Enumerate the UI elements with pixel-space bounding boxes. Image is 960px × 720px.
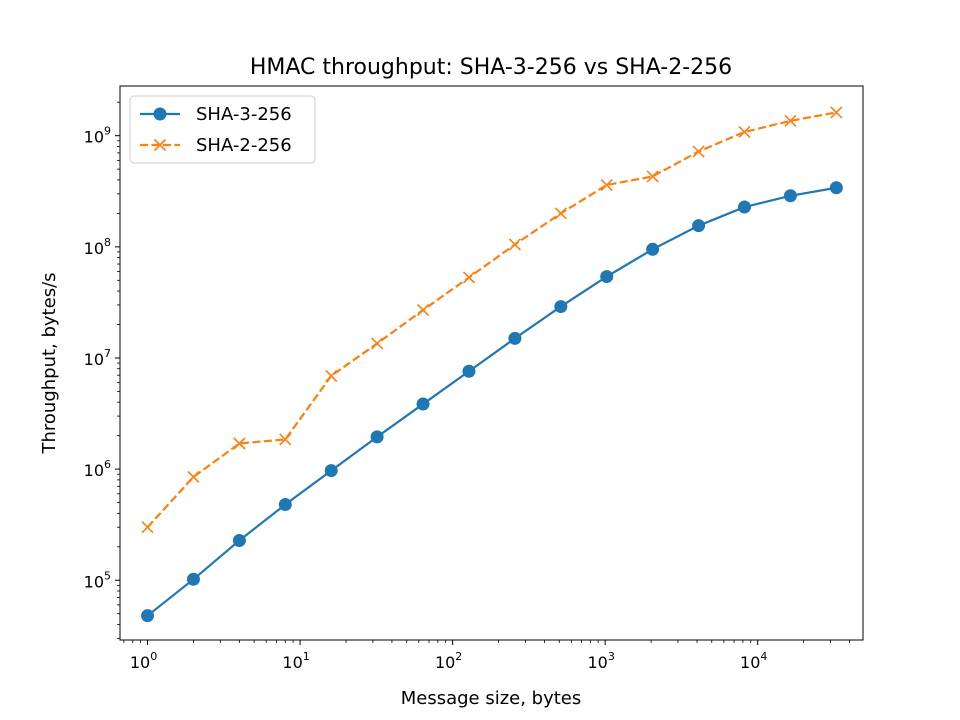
y-axis: 105 106 107 108 109 bbox=[84, 101, 120, 639]
data-point-sha-3-256 bbox=[462, 364, 476, 378]
y-tick-label: 107 bbox=[84, 347, 111, 369]
data-point-sha-3-256 bbox=[738, 200, 752, 214]
data-point-sha-3-256 bbox=[554, 300, 568, 314]
x-axis: 100 101 102 103 104 bbox=[123, 640, 850, 672]
data-point-sha-2-256 bbox=[416, 303, 430, 317]
data-point-sha-2-256 bbox=[325, 369, 338, 382]
plot-lines bbox=[146, 111, 837, 617]
series-line-sha-2-256 bbox=[146, 111, 837, 528]
data-point-sha-2-256 bbox=[279, 433, 292, 446]
data-point-sha-3-256 bbox=[692, 219, 706, 233]
data-point-sha-3-256 bbox=[141, 609, 155, 623]
data-point-sha-2-256 bbox=[233, 437, 246, 450]
data-point-sha-3-256 bbox=[324, 464, 338, 478]
data-point-sha-2-256 bbox=[187, 470, 200, 484]
y-tick-label: 105 bbox=[84, 569, 111, 591]
x-tick-label: 102 bbox=[435, 650, 462, 672]
y-axis-label: Throughput, bytes/s bbox=[39, 272, 60, 454]
legend-label-sha-3-256: SHA-3-256 bbox=[196, 104, 292, 125]
data-point-sha-2-256 bbox=[462, 271, 476, 284]
data-point-sha-3-256 bbox=[370, 430, 384, 444]
data-point-sha-3-256 bbox=[783, 189, 797, 203]
legend-label-sha-2-256: SHA-2-256 bbox=[196, 135, 292, 156]
plot-markers bbox=[141, 106, 843, 623]
data-point-sha-3-256 bbox=[646, 242, 660, 256]
y-tick-label: 109 bbox=[84, 125, 111, 147]
data-point-sha-2-256 bbox=[738, 125, 751, 139]
data-point-sha-3-256 bbox=[600, 270, 614, 284]
data-point-sha-2-256 bbox=[371, 337, 384, 350]
chart-title: HMAC throughput: SHA-3-256 vs SHA-2-256 bbox=[250, 55, 732, 80]
legend-box bbox=[129, 95, 316, 164]
data-point-sha-3-256 bbox=[416, 397, 430, 411]
data-point-sha-3-256 bbox=[186, 572, 200, 586]
data-point-sha-2-256 bbox=[692, 145, 705, 158]
data-point-sha-2-256 bbox=[554, 207, 567, 220]
data-point-sha-2-256 bbox=[600, 178, 613, 192]
y-tick-label: 106 bbox=[84, 458, 111, 480]
legend-marker-sha-2-256 bbox=[153, 138, 167, 152]
data-point-sha-3-256 bbox=[278, 498, 292, 512]
x-tick-label: 100 bbox=[130, 650, 157, 672]
data-point-sha-2-256 bbox=[646, 170, 659, 183]
legend-marker-sha-3-256 bbox=[153, 107, 167, 121]
data-point-sha-3-256 bbox=[232, 533, 246, 547]
legend: SHA-3-256 SHA-2-256 bbox=[129, 95, 316, 164]
data-point-sha-3-256 bbox=[508, 331, 522, 345]
y-tick-label: 108 bbox=[84, 236, 111, 258]
data-point-sha-2-256 bbox=[141, 521, 154, 534]
x-tick-label: 101 bbox=[282, 650, 309, 672]
data-point-sha-3-256 bbox=[829, 181, 843, 195]
data-point-sha-2-256 bbox=[830, 106, 843, 119]
data-point-sha-2-256 bbox=[508, 238, 521, 251]
x-axis-label: Message size, bytes bbox=[401, 688, 582, 709]
x-tick-label: 104 bbox=[740, 650, 767, 672]
data-point-sha-2-256 bbox=[784, 114, 797, 127]
series-line-sha-3-256 bbox=[146, 186, 837, 617]
x-tick-label: 103 bbox=[587, 650, 614, 672]
